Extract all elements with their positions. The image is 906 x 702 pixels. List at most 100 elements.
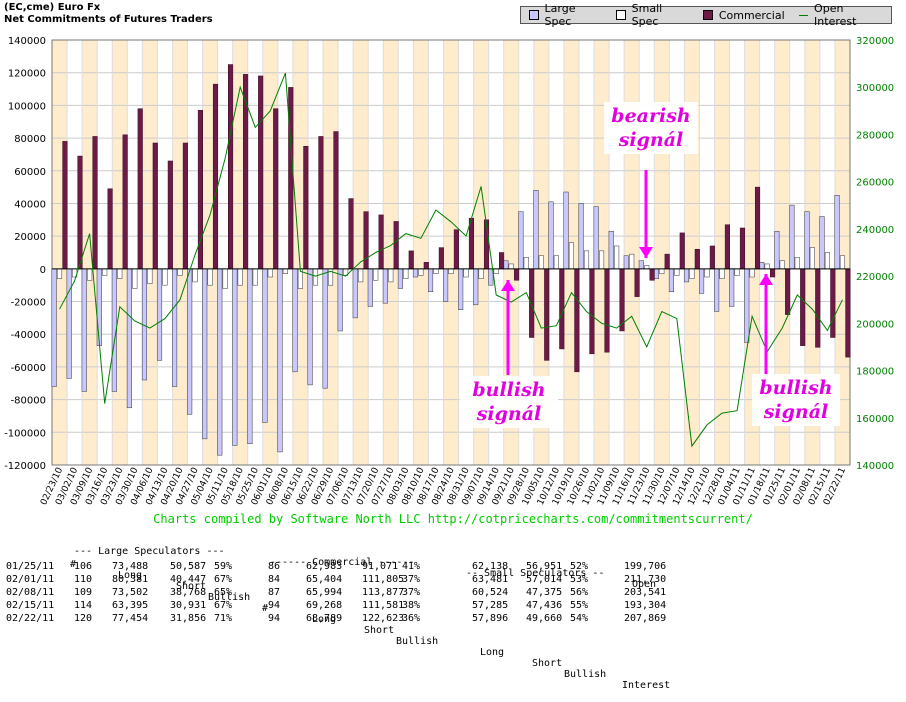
table-cell: 199,706 xyxy=(624,561,667,572)
bar-commercial xyxy=(152,142,158,270)
table-cell: 55% xyxy=(570,600,589,611)
bar-small-spec xyxy=(674,268,680,276)
table-cell: 47,375 xyxy=(526,587,563,598)
bar-commercial xyxy=(574,268,580,373)
legend-label: Open Interest xyxy=(814,2,857,28)
bar-small-spec xyxy=(433,268,439,275)
table-cell: 77,454 xyxy=(112,613,149,624)
bar-large-spec xyxy=(443,268,449,302)
table-cell: 49,660 xyxy=(526,613,563,624)
y-tick-label: 20000 xyxy=(14,232,46,243)
bar-small-spec xyxy=(282,268,288,275)
background-band xyxy=(488,40,504,465)
col-header: Short xyxy=(532,658,563,669)
bar-small-spec xyxy=(839,255,846,270)
bar-small-spec xyxy=(523,257,529,270)
bar-large-spec xyxy=(518,211,524,270)
bar-commercial xyxy=(333,131,339,270)
background-band xyxy=(353,40,369,465)
bar-small-spec xyxy=(162,268,168,286)
bar-large-spec xyxy=(533,190,539,270)
bar-commercial xyxy=(348,198,354,270)
background-band xyxy=(458,40,474,465)
bar-commercial xyxy=(739,227,746,270)
bar-large-spec xyxy=(668,268,674,292)
y-tick-label: 0 xyxy=(40,265,46,276)
background-band xyxy=(729,40,745,465)
table-cell: 207,869 xyxy=(624,613,667,624)
y2-tick-label: 140000 xyxy=(856,461,894,472)
bar-large-spec xyxy=(608,231,614,270)
y-tick-label: -80000 xyxy=(11,396,46,407)
bar-large-spec xyxy=(202,268,208,440)
cot-chart: 140000120000100000800006000040000200000-… xyxy=(4,36,894,507)
bar-small-spec xyxy=(508,263,514,270)
bar-commercial xyxy=(378,214,384,270)
bar-small-spec xyxy=(177,268,183,276)
bar-large-spec xyxy=(352,268,358,319)
bar-small-spec xyxy=(87,268,93,281)
bar-large-spec xyxy=(367,268,373,307)
bar-large-spec xyxy=(66,268,72,379)
signal-word: bearish xyxy=(611,105,691,127)
bar-small-spec xyxy=(478,268,484,279)
table-cell: 106 xyxy=(74,561,93,572)
background-band xyxy=(789,40,805,465)
bar-commercial xyxy=(137,108,143,270)
y-tick-label: 100000 xyxy=(8,101,46,112)
bar-large-spec xyxy=(427,268,434,292)
bar-small-spec xyxy=(267,268,273,278)
table-cell: 41% xyxy=(402,561,421,572)
legend-item-open-interest: Open Interest xyxy=(798,2,885,28)
background-band xyxy=(714,40,730,465)
bar-small-spec xyxy=(689,268,695,279)
signal-word: bullish xyxy=(472,379,546,401)
table-cell: 111,581 xyxy=(362,600,405,611)
legend-swatch-small-spec xyxy=(616,10,626,20)
bar-small-spec xyxy=(388,268,394,283)
table-cell: 30,931 xyxy=(170,600,207,611)
bar-small-spec xyxy=(237,268,243,286)
bar-commercial xyxy=(544,268,550,361)
table-cell: 67% xyxy=(214,600,233,611)
bar-commercial xyxy=(258,75,264,270)
bar-commercial xyxy=(212,83,219,270)
bar-commercial xyxy=(228,64,234,270)
bar-commercial xyxy=(845,268,851,358)
background-band xyxy=(338,40,354,465)
bearish-signal-annotation: bearish signál xyxy=(604,102,698,154)
bar-large-spec xyxy=(699,268,705,294)
y2-tick-label: 280000 xyxy=(856,130,894,141)
table-cell: 40,447 xyxy=(170,574,207,585)
bar-small-spec xyxy=(719,268,725,279)
bar-large-spec xyxy=(834,195,840,270)
bar-commercial xyxy=(830,268,836,338)
bar-large-spec xyxy=(473,268,479,306)
signal-word: signál xyxy=(763,401,829,423)
bar-large-spec xyxy=(458,268,464,310)
table-cell: 62,983 xyxy=(306,561,343,572)
table-cell: 59% xyxy=(214,561,233,572)
bar-small-spec xyxy=(252,268,258,286)
bar-small-spec xyxy=(704,268,710,278)
bar-commercial xyxy=(815,268,821,348)
bar-small-spec xyxy=(764,263,770,270)
y2-tick-label: 320000 xyxy=(856,36,894,47)
bar-small-spec xyxy=(403,268,409,279)
legend-label: Small Spec xyxy=(631,2,663,28)
bar-commercial xyxy=(559,268,565,350)
y-tick-label: -20000 xyxy=(11,298,46,309)
table-cell: 31,856 xyxy=(170,613,207,624)
col-header: Interest xyxy=(622,680,671,691)
table-cell: 02/08/11 xyxy=(6,587,55,598)
col-header: Bullish xyxy=(564,669,607,680)
table-cell: 67% xyxy=(214,574,233,585)
bar-commercial xyxy=(589,268,595,355)
bar-commercial xyxy=(182,142,188,270)
table-cell: 02/01/11 xyxy=(6,574,55,585)
y-tick-label: -100000 xyxy=(4,428,46,439)
table-cell: 211,730 xyxy=(624,574,667,585)
bar-large-spec xyxy=(774,231,780,270)
y2-tick-label: 240000 xyxy=(856,225,894,236)
background-band xyxy=(518,40,534,465)
